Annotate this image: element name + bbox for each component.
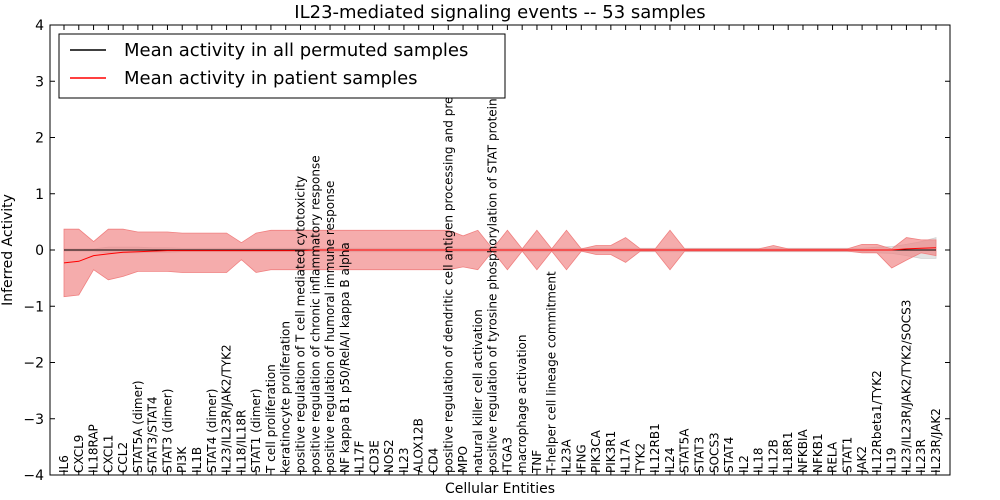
x-tick-label: positive regulation of dendritic cell an… <box>441 40 455 473</box>
x-tick-label: STAT5A (dimer) <box>131 380 145 473</box>
x-tick-label: STAT1 (dimer) <box>249 389 263 473</box>
x-tick-label: IL12Rbeta1/TYK2 <box>870 370 884 473</box>
x-tick-label: CXCL1 <box>101 435 115 473</box>
line-patient-mean <box>63 247 937 264</box>
x-tick-label: CD3E <box>367 440 381 473</box>
x-tick-label: NF kappa B1 p50/RelA/I kappa B alpha <box>338 242 352 473</box>
band-patient <box>63 228 937 298</box>
chart-title: IL23-mediated signaling events -- 53 sam… <box>294 2 705 23</box>
x-tick-label: keratinocyte proliferation <box>279 321 293 473</box>
y-tick-label: 2 <box>35 131 44 147</box>
x-tick-label: CD4 <box>427 448 441 473</box>
x-tick-label: positive regulation of chronic inflammat… <box>308 155 322 473</box>
x-tick-label: STAT1 <box>840 437 854 473</box>
x-tick-label: ALOX12B <box>412 418 426 473</box>
x-tick-label: NFKBIA <box>796 428 810 473</box>
x-tick-label: IL23R <box>914 439 928 473</box>
y-axis: −4 −3 −2 −1 0 1 2 3 4 <box>23 18 950 484</box>
legend-box <box>58 33 506 99</box>
x-tick-label: IL12RB1 <box>648 423 662 473</box>
x-tick-label: PIK3CA <box>589 429 603 473</box>
x-tick-label: STAT4 (dimer) <box>205 389 219 473</box>
x-tick-label: IL12B <box>766 439 780 473</box>
x-tick-label: TNF <box>530 450 544 474</box>
x-tick-label: STAT3/STAT4 <box>146 396 160 473</box>
x-tick-label: IL17F <box>353 441 367 473</box>
y-tick-label: −4 <box>23 468 44 484</box>
x-axis: IL6 CXCL9 IL18RAP CXCL1 CCL2 STAT5A (dimer) ST… <box>57 25 943 475</box>
legend: Mean activity in all permuted samples Me… <box>58 33 506 99</box>
y-tick-label: −1 <box>23 299 44 315</box>
x-tick-label: positive regulation of tyrosine phosphor… <box>486 98 500 473</box>
x-tick-label: JAK2 <box>855 446 869 474</box>
x-tick-label: IL18R1 <box>781 432 795 473</box>
x-tick-label: NOS2 <box>382 439 396 473</box>
x-tick-label: IL19 <box>885 448 899 474</box>
confidence-bands <box>63 228 937 298</box>
series-lines <box>63 247 937 264</box>
x-tick-label: IL1B <box>190 447 204 473</box>
x-tick-label: PI3K <box>175 446 189 473</box>
x-tick-label: IL17A <box>619 439 633 473</box>
x-tick-label: STAT3 (dimer) <box>161 389 175 473</box>
x-tick-label: IL23/IL23R/JAK2/TYK2/SOCS3 <box>899 300 913 473</box>
x-tick-label: IL24 <box>663 448 677 474</box>
x-tick-label: CXCL9 <box>72 435 86 473</box>
x-tick-label: NFKB1 <box>811 433 825 473</box>
x-tick-label: STAT3 <box>693 437 707 473</box>
y-tick-label: −3 <box>23 412 44 428</box>
legend-label-permuted: Mean activity in all permuted samples <box>124 40 468 61</box>
x-axis-label: Cellular Entities <box>445 481 555 497</box>
x-tick-label: PIK3R1 <box>604 431 618 473</box>
x-tick-label: SOCS3 <box>707 432 721 473</box>
x-tick-label: IL23A <box>560 439 574 473</box>
x-tick-label: IL18RAP <box>87 424 101 473</box>
y-tick-label: −2 <box>23 356 44 372</box>
x-tick-label: IL23/IL23R/JAK2/TYK2 <box>220 344 234 473</box>
y-tick-label: 3 <box>35 74 44 90</box>
x-tick-label: macrophage activation <box>515 335 529 473</box>
x-tick-label: T-helper cell lineage commitment <box>545 271 559 474</box>
y-axis-label: Inferred Activity <box>0 194 16 306</box>
y-tick-label: 0 <box>35 243 44 259</box>
x-tick-label: STAT5A <box>678 428 692 473</box>
x-tick-label: ITGA3 <box>500 437 514 473</box>
x-tick-label: MPO <box>456 446 470 473</box>
x-tick-label: positive regulation of humoral immune re… <box>323 181 337 473</box>
x-tick-label: TYK2 <box>633 443 647 474</box>
x-tick-label: STAT4 <box>722 437 736 473</box>
x-tick-label: IL18 <box>752 448 766 474</box>
x-tick-label: RELA <box>826 441 840 473</box>
x-tick-label: T cell proliferation <box>264 364 278 474</box>
x-tick-label: natural killer cell activation <box>471 309 485 473</box>
x-tick-label: IL2 <box>737 455 751 473</box>
x-tick-label: IL23R/JAK2 <box>929 408 943 473</box>
legend-label-patient: Mean activity in patient samples <box>124 68 418 89</box>
x-tick-label: IL23 <box>397 448 411 474</box>
x-tick-label: IL6 <box>57 455 71 473</box>
x-tick-label: IFNG <box>574 444 588 473</box>
y-tick-label: 4 <box>35 18 44 34</box>
x-tick-label: positive regulation of T cell mediated c… <box>294 176 308 473</box>
x-tick-label: CCL2 <box>116 442 130 473</box>
x-tick-label: IL18/IL18R <box>234 410 248 473</box>
y-tick-label: 1 <box>35 187 44 203</box>
